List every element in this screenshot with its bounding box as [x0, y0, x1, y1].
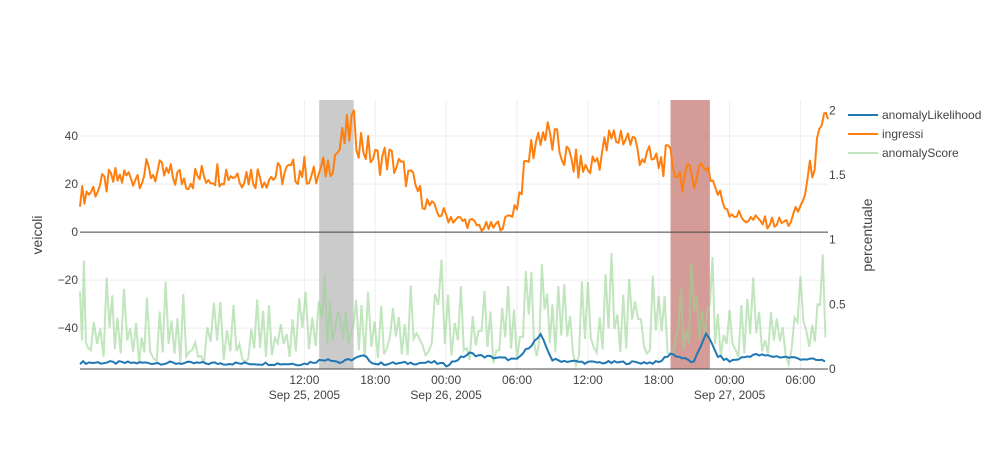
y-tick-right-label: 0.5: [829, 297, 846, 311]
legend-item-anomalyLikelihood[interactable]: anomalyLikelihood: [848, 108, 981, 122]
series-line-anomalyLikelihood: [79, 331, 826, 368]
x-tick-label: 18:00: [360, 373, 390, 387]
y-tick-left-label: 20: [65, 177, 79, 191]
x-tick-date-label: Sep 26, 2005: [410, 388, 482, 402]
x-tick-label: 06:00: [502, 373, 532, 387]
series-line-ingressi: [79, 109, 829, 232]
x-tick-date-label: Sep 27, 2005: [694, 388, 766, 402]
series-line-anomalyScore: [79, 253, 827, 369]
legend[interactable]: anomalyLikelihood ingressi anomalyScore: [848, 108, 981, 160]
legend-item-anomalyScore[interactable]: anomalyScore: [848, 146, 959, 160]
y-tick-right-label: 2: [829, 103, 836, 117]
x-tick-label: 18:00: [644, 373, 674, 387]
x-tick-label: 12:00: [289, 373, 319, 387]
y-tick-left-label: −20: [58, 273, 79, 287]
x-tick-date-label: Sep 25, 2005: [269, 388, 341, 402]
legend-item-ingressi[interactable]: ingressi: [848, 127, 923, 141]
y-tick-left-label: 40: [65, 129, 79, 143]
y-tick-right-label: 1: [829, 233, 836, 247]
x-tick-label: 12:00: [573, 373, 603, 387]
legend-label: anomalyScore: [882, 146, 959, 160]
y-tick-right-label: 0: [829, 362, 836, 376]
x-tick-label: 00:00: [715, 373, 745, 387]
y-tick-left-label: 0: [71, 225, 78, 239]
y-tick-right-label: 1.5: [829, 168, 846, 182]
y-axis-left-title: veicoli: [29, 216, 45, 255]
x-tick-label: 06:00: [785, 373, 815, 387]
legend-label: ingressi: [882, 127, 923, 141]
x-tick-label: 00:00: [431, 373, 461, 387]
y-axis-right-title: percentuale: [859, 198, 875, 271]
y-tick-left-label: −40: [58, 321, 79, 335]
legend-label: anomalyLikelihood: [882, 108, 981, 122]
